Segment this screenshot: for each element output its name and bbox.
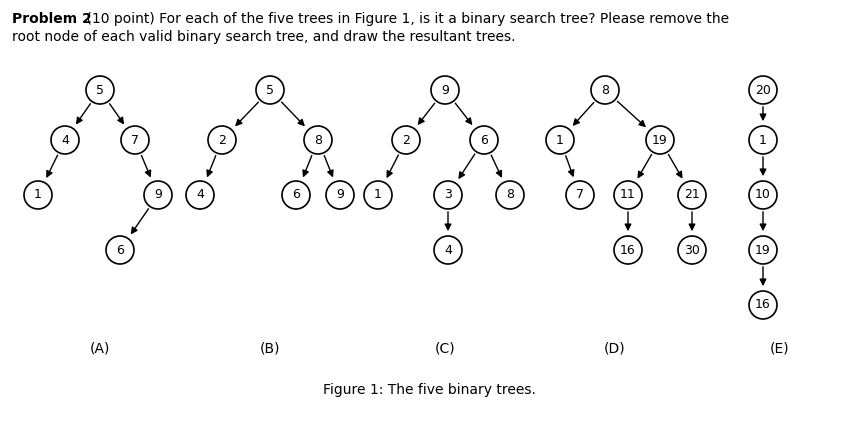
Circle shape — [51, 126, 79, 154]
Circle shape — [591, 76, 619, 104]
Text: 4: 4 — [61, 133, 69, 147]
Text: 5: 5 — [96, 83, 104, 96]
Text: (10 point) For each of the five trees in Figure 1, is it a binary search tree? P: (10 point) For each of the five trees in… — [82, 12, 729, 26]
Circle shape — [208, 126, 236, 154]
Text: 9: 9 — [154, 188, 162, 202]
Text: 6: 6 — [480, 133, 488, 147]
Text: 2: 2 — [218, 133, 226, 147]
Text: 9: 9 — [336, 188, 344, 202]
Circle shape — [749, 291, 777, 319]
Circle shape — [431, 76, 459, 104]
Circle shape — [566, 181, 594, 209]
Text: 16: 16 — [755, 298, 771, 311]
Text: 7: 7 — [131, 133, 139, 147]
Text: 8: 8 — [601, 83, 609, 96]
Circle shape — [24, 181, 52, 209]
Text: 9: 9 — [441, 83, 449, 96]
Text: 20: 20 — [755, 83, 771, 96]
Text: 30: 30 — [684, 243, 700, 257]
Circle shape — [86, 76, 114, 104]
Circle shape — [256, 76, 284, 104]
Circle shape — [304, 126, 332, 154]
Circle shape — [496, 181, 524, 209]
Circle shape — [614, 181, 642, 209]
Circle shape — [749, 126, 777, 154]
Text: 1: 1 — [34, 188, 42, 202]
Text: 4: 4 — [196, 188, 204, 202]
Circle shape — [326, 181, 354, 209]
Circle shape — [392, 126, 420, 154]
Circle shape — [614, 236, 642, 264]
Circle shape — [186, 181, 214, 209]
Text: (C): (C) — [435, 341, 455, 355]
Text: 19: 19 — [652, 133, 668, 147]
Circle shape — [121, 126, 149, 154]
Text: 3: 3 — [444, 188, 452, 202]
Circle shape — [646, 126, 674, 154]
Circle shape — [434, 236, 462, 264]
Text: root node of each valid binary search tree, and draw the resultant trees.: root node of each valid binary search tr… — [12, 30, 515, 44]
Circle shape — [364, 181, 392, 209]
Text: 1: 1 — [556, 133, 564, 147]
Text: 1: 1 — [759, 133, 767, 147]
Text: (B): (B) — [259, 341, 280, 355]
Circle shape — [749, 236, 777, 264]
Circle shape — [749, 181, 777, 209]
Text: (A): (A) — [90, 341, 110, 355]
Text: 8: 8 — [314, 133, 322, 147]
Text: 1: 1 — [374, 188, 382, 202]
Circle shape — [678, 236, 706, 264]
Text: 10: 10 — [755, 188, 771, 202]
Circle shape — [678, 181, 706, 209]
Text: 8: 8 — [506, 188, 514, 202]
Text: (D): (D) — [604, 341, 626, 355]
Text: 2: 2 — [402, 133, 410, 147]
Text: 7: 7 — [576, 188, 584, 202]
Text: 11: 11 — [620, 188, 636, 202]
Text: 6: 6 — [116, 243, 124, 257]
Text: 16: 16 — [620, 243, 636, 257]
Circle shape — [106, 236, 134, 264]
Text: 6: 6 — [292, 188, 300, 202]
Text: 5: 5 — [266, 83, 274, 96]
Text: 4: 4 — [444, 243, 452, 257]
Circle shape — [282, 181, 310, 209]
Text: Problem 2: Problem 2 — [12, 12, 92, 26]
Text: (E): (E) — [771, 341, 789, 355]
Circle shape — [434, 181, 462, 209]
Text: 21: 21 — [684, 188, 700, 202]
Circle shape — [470, 126, 498, 154]
Text: 19: 19 — [755, 243, 771, 257]
Circle shape — [546, 126, 574, 154]
Circle shape — [144, 181, 172, 209]
Text: Figure 1: The five binary trees.: Figure 1: The five binary trees. — [323, 383, 535, 397]
Circle shape — [749, 76, 777, 104]
